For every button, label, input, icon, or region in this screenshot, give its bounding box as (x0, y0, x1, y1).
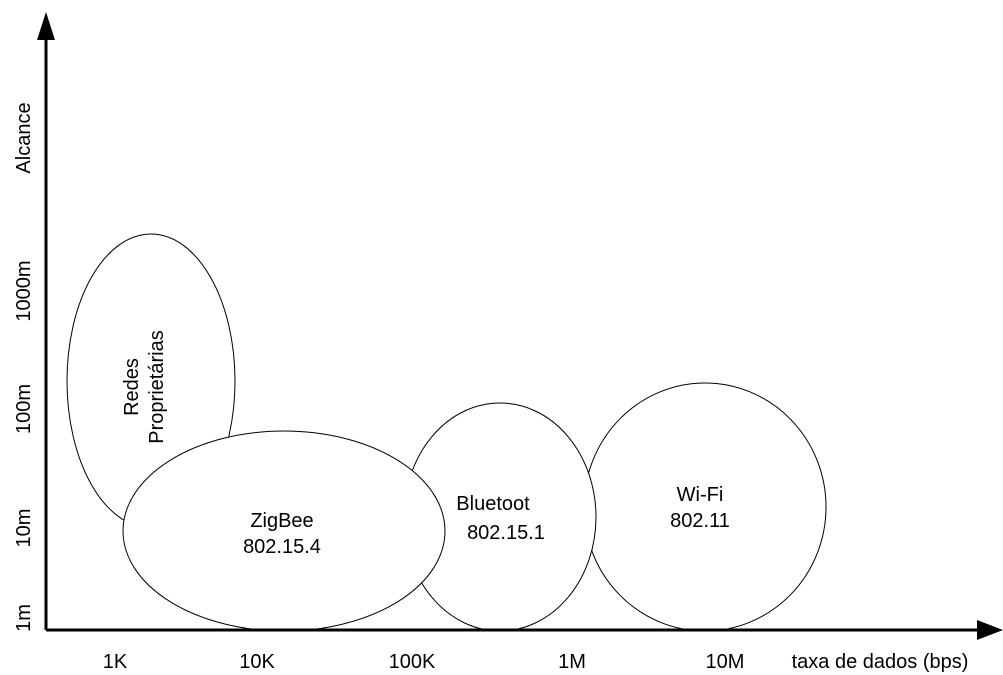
bluetooth-label-line1: Bluetoot (456, 493, 530, 515)
y-axis-label: Alcance (13, 102, 35, 173)
x-tick-100k: 100K (389, 651, 436, 673)
y-axis-arrowhead (37, 12, 55, 40)
wifi-label-line1: Wi-Fi (677, 484, 724, 506)
wifi-ellipse (583, 382, 827, 632)
x-axis-arrowhead (977, 620, 1003, 640)
x-tick-10k: 10K (239, 651, 275, 673)
x-tick-1k: 1K (103, 651, 128, 673)
zigbee-label-line1: ZigBee (250, 510, 313, 532)
y-tick-100m: 100m (13, 384, 35, 434)
x-tick-10m: 10M (706, 651, 745, 673)
y-tick-1m: 1m (13, 604, 35, 632)
y-tick-1000m: 1000m (13, 260, 35, 321)
wifi-label-line2: 802.11 (670, 510, 730, 532)
x-axis-label: taxa de dados (bps) (792, 651, 969, 673)
bluetooth-label-line2: 802.15.1 (467, 522, 545, 544)
x-tick-1m: 1M (558, 651, 586, 673)
proprietary-label-line2: Proprietárias (146, 330, 168, 443)
y-tick-10m: 10m (13, 509, 35, 548)
proprietary-label-line1: Redes (121, 358, 143, 416)
zigbee-label-line2: 802.15.4 (243, 536, 321, 558)
